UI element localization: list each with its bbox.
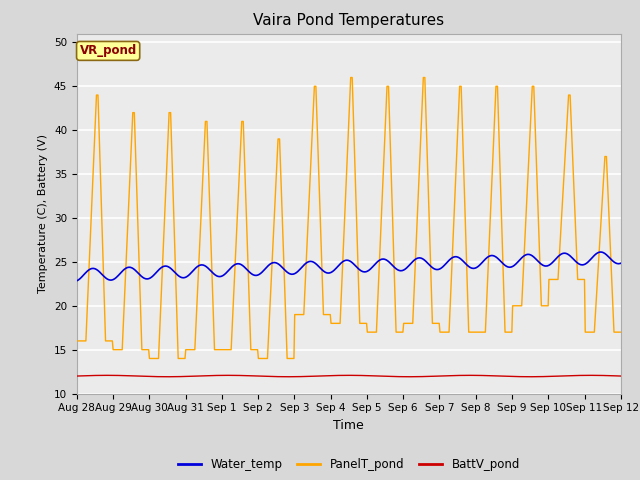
Y-axis label: Temperature (C), Battery (V): Temperature (C), Battery (V) bbox=[38, 134, 48, 293]
Text: VR_pond: VR_pond bbox=[79, 44, 137, 58]
X-axis label: Time: Time bbox=[333, 419, 364, 432]
Title: Vaira Pond Temperatures: Vaira Pond Temperatures bbox=[253, 13, 444, 28]
Legend: Water_temp, PanelT_pond, BattV_pond: Water_temp, PanelT_pond, BattV_pond bbox=[173, 454, 525, 476]
